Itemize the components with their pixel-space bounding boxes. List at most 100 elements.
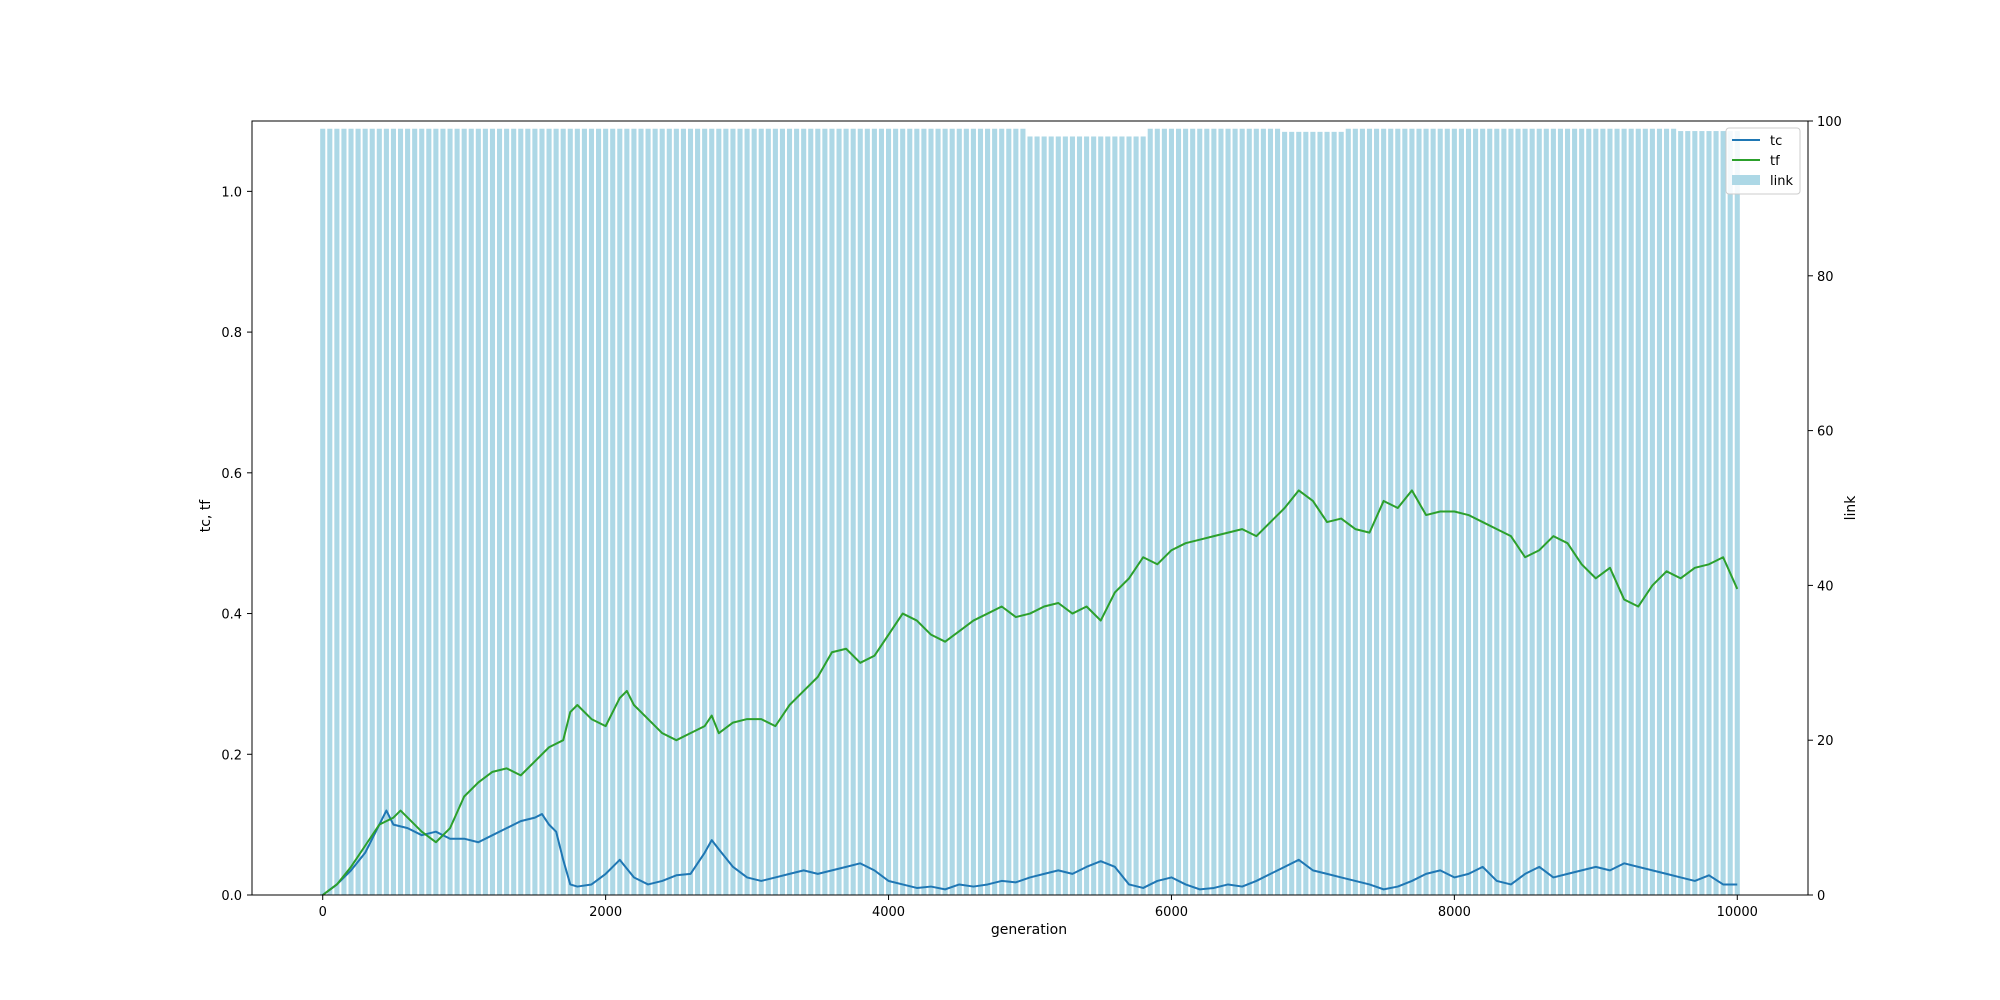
link-bar <box>772 128 778 896</box>
link-bar <box>518 128 524 896</box>
link-bar <box>1402 128 1408 896</box>
link-bar <box>1190 128 1196 896</box>
link-bar <box>1303 131 1309 896</box>
x-tick-label: 8000 <box>1438 905 1471 920</box>
link-bar <box>1374 128 1380 896</box>
y-axis-left-title: tc, tf <box>198 499 214 533</box>
legend-label-link: link <box>1770 174 1793 189</box>
legend: tc tf link <box>1725 127 1801 195</box>
link-bar <box>397 128 404 896</box>
x-tick-label: 0 <box>319 905 327 920</box>
link-bar <box>886 128 892 896</box>
link-bar <box>1161 128 1167 896</box>
link-bar <box>744 128 750 896</box>
link-bar <box>1345 128 1351 896</box>
link-bar <box>1359 128 1365 896</box>
link-bar <box>1076 136 1083 896</box>
link-bar <box>1501 128 1507 896</box>
link-bar <box>1098 136 1104 896</box>
link-bar <box>1692 131 1698 895</box>
link-bar <box>1572 128 1578 896</box>
link-bar <box>475 128 481 896</box>
link-bar <box>482 128 488 896</box>
link-bar <box>1628 128 1634 896</box>
legend-swatch-link <box>1732 175 1760 185</box>
link-bar <box>1423 128 1429 896</box>
link-bar <box>1296 131 1302 896</box>
link-bar <box>808 128 814 896</box>
link-bar <box>1069 136 1075 896</box>
link-bar <box>1140 136 1146 896</box>
link-bar <box>1211 128 1217 896</box>
link-bars <box>320 128 1740 896</box>
link-bar <box>878 128 885 896</box>
link-bar <box>610 128 616 896</box>
link-bar <box>348 128 354 896</box>
link-bar <box>603 128 609 896</box>
link-bar <box>341 128 347 896</box>
link-bar <box>1239 128 1245 896</box>
link-bar <box>949 128 955 896</box>
link-bar <box>864 128 870 896</box>
x-axis: 0 2000 4000 6000 8000 10000 <box>319 895 1758 920</box>
link-bar <box>1465 128 1472 896</box>
x-tick-label: 4000 <box>872 905 905 920</box>
link-bar <box>695 128 701 896</box>
link-bar <box>1267 128 1274 896</box>
link-bar <box>1338 131 1344 896</box>
link-bar <box>581 128 587 896</box>
link-bar <box>942 128 948 896</box>
link-bar <box>815 128 821 896</box>
link-bar <box>1593 128 1599 896</box>
link-bar <box>1084 136 1090 896</box>
link-bar <box>376 128 382 896</box>
legend-label-tc: tc <box>1770 134 1782 149</box>
link-bar <box>659 128 665 896</box>
link-bar <box>716 128 722 896</box>
link-bar <box>362 128 368 896</box>
link-bar <box>765 128 771 896</box>
link-bar <box>390 128 396 896</box>
link-bar <box>645 128 651 896</box>
y-right-tick-label: 100 <box>1817 115 1842 130</box>
link-bar <box>1720 131 1726 895</box>
link-bar <box>1564 128 1571 896</box>
link-bar <box>970 128 976 896</box>
link-bar <box>871 128 877 896</box>
link-bar <box>1543 128 1549 896</box>
link-bar <box>419 128 425 896</box>
link-bar <box>539 128 545 896</box>
link-bar <box>992 128 998 896</box>
link-bar <box>751 128 757 896</box>
link-bar <box>758 128 764 896</box>
link-bar <box>1324 131 1330 896</box>
link-bar <box>666 128 672 896</box>
link-bar <box>907 128 913 896</box>
link-bar <box>1664 128 1670 896</box>
link-bar <box>935 128 941 896</box>
link-bar <box>1055 136 1061 896</box>
x-tick-label: 10000 <box>1717 905 1758 920</box>
link-bar <box>1317 131 1323 896</box>
link-bar <box>461 128 467 896</box>
link-bar <box>1133 136 1139 896</box>
link-bar <box>1515 128 1521 896</box>
link-bar <box>652 128 658 896</box>
x-tick-label: 2000 <box>589 905 622 920</box>
link-bar <box>588 128 595 896</box>
link-bar <box>405 128 411 896</box>
link-bar <box>1126 136 1132 896</box>
x-axis-title: generation <box>991 922 1067 938</box>
link-bar <box>489 128 496 896</box>
link-bar <box>1289 131 1295 896</box>
link-bar <box>893 128 899 896</box>
y-left-tick-label: 0.0 <box>221 889 242 904</box>
link-bar <box>1621 128 1627 896</box>
link-bar <box>921 128 927 896</box>
link-bar <box>1105 136 1111 896</box>
link-bar <box>1487 128 1493 896</box>
link-bar <box>1020 128 1026 896</box>
link-bar <box>723 128 729 896</box>
link-bar <box>1635 128 1641 896</box>
